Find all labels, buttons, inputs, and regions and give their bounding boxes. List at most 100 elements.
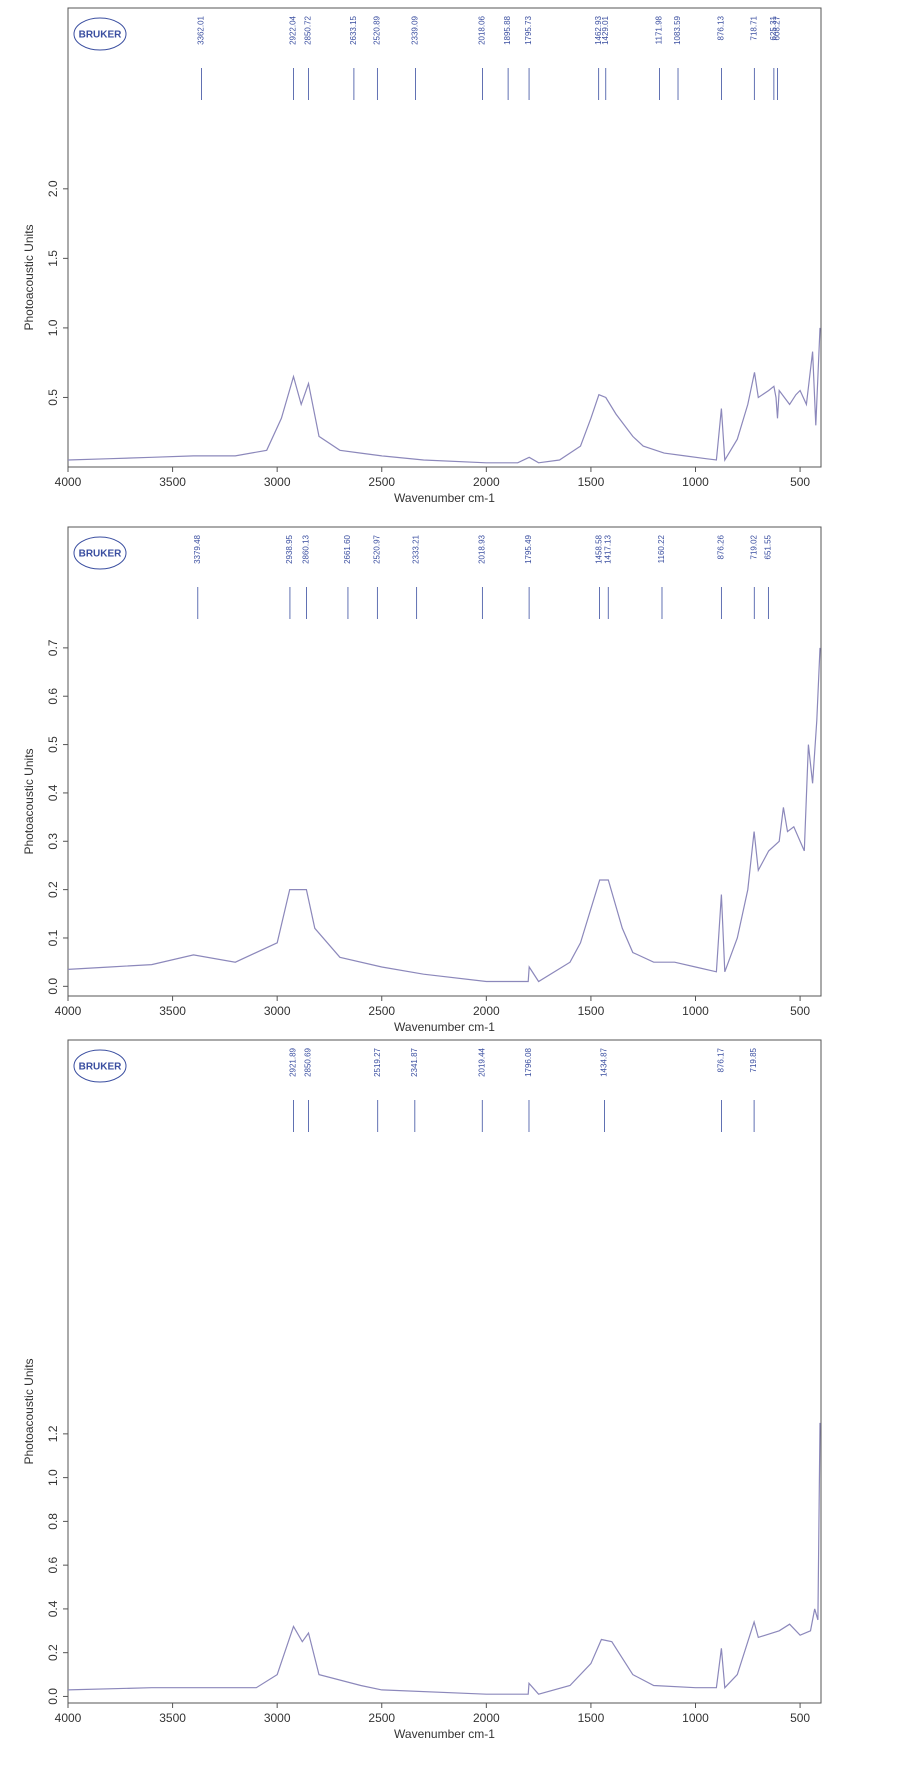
x-tick-label: 1500 [578,475,605,489]
x-tick-label: 2000 [473,475,500,489]
x-tick-label: 500 [790,475,810,489]
y-tick-label: 1.2 [46,1425,60,1442]
x-tick-label: 1500 [578,1711,605,1725]
peak-label: 2661.60 [343,534,352,563]
peak-label: 1417.13 [603,534,612,563]
peak-label: 1795.73 [524,15,533,44]
peak-label: 1796.08 [524,1047,533,1076]
peak-label: 719.02 [749,534,758,559]
peak-label: 2341.87 [410,1047,419,1076]
x-tick-label: 500 [790,1004,810,1018]
peak-label: 2019.44 [477,1047,486,1076]
x-tick-label: 2000 [473,1711,500,1725]
x-tick-label: 2500 [368,475,395,489]
plot-frame [67,1039,822,1704]
peak-label: 2922.04 [289,15,298,44]
x-tick-label: 1000 [682,1004,709,1018]
spectrum [67,1422,821,1695]
spectrum [67,647,821,983]
x-tick-label: 4000 [55,1004,82,1018]
y-tick-label: 0.7 [46,639,60,656]
logo-mark [73,1049,127,1083]
peak-label: 1895.88 [503,15,512,44]
peak-label: 1429.01 [601,15,610,44]
peak-label: 876.26 [716,534,725,559]
y-tick-label: 0.0 [46,978,60,995]
peak-label: 2850.69 [304,1047,313,1076]
plot-frame [67,7,822,468]
peak-label: 2850.72 [304,15,313,44]
y-axis-title: Photoacoustic Units [22,224,36,330]
x-tick-label: 1500 [578,1004,605,1018]
x-tick-label: 3500 [159,1004,186,1018]
peak-label: 625.31 [769,15,778,40]
peak-label: 3379.48 [193,534,202,563]
y-tick-label: 1.5 [46,250,60,267]
x-tick-label: 500 [790,1711,810,1725]
y-tick-label: 0.2 [46,1644,60,1661]
x-tick-label: 3500 [159,475,186,489]
y-tick-label: 0.6 [46,688,60,705]
peak-label: 718.71 [749,15,758,40]
peak-label: 719.85 [749,1047,758,1072]
peak-label: 2633.15 [349,15,358,44]
peak-label: 1434.87 [600,1047,609,1076]
peak-label: 2520.97 [372,534,381,563]
spectrum-panel: BRUKER 4000 3500 3000 2500 2000 1500 1000 500 0.5… [22,7,822,505]
x-axis-title: Wavenumber cm-1 [394,491,495,505]
peak-label: 876.17 [717,1047,726,1072]
peak-label: 608.27 [773,15,782,40]
peak-label: 2860.13 [302,534,311,563]
y-tick-label: 0.6 [46,1556,60,1573]
x-tick-label: 1000 [682,475,709,489]
x-tick-label: 2000 [473,1004,500,1018]
peak-label: 876.13 [717,15,726,40]
peak-label: 2520.89 [372,15,381,44]
x-tick-label: 3000 [264,1004,291,1018]
logo-mark [73,17,127,51]
spectrum-panel: BRUKER 4000 3500 3000 2500 2000 1500 1000 500 0.0… [22,1039,822,1741]
peak-label: 1795.49 [524,534,533,563]
y-tick-label: 0.2 [46,881,60,898]
y-tick-label: 0.5 [46,736,60,753]
x-tick-label: 3000 [264,475,291,489]
y-tick-label: 0.3 [46,833,60,850]
peak-label: 3362.01 [197,15,206,44]
y-tick-label: 0.1 [46,929,60,946]
spectrum [67,327,821,464]
logo: BRUKER [79,549,123,560]
peak-label: 1083.59 [673,15,682,44]
x-axis-title: Wavenumber cm-1 [394,1727,495,1741]
peak-label: 1458.58 [595,534,604,563]
x-tick-label: 2500 [368,1004,395,1018]
logo-mark [73,536,127,570]
y-tick-label: 1.0 [46,1469,60,1486]
peak-label: 1462.93 [594,15,603,44]
x-axis-title: Wavenumber cm-1 [394,1020,495,1034]
peak-label: 2519.27 [373,1047,382,1076]
x-tick-label: 4000 [55,475,82,489]
y-axis-title: Photoacoustic Units [22,748,36,854]
peak-label: 2938.95 [285,534,294,563]
y-tick-label: 0.0 [46,1688,60,1705]
y-tick-label: 0.4 [46,784,60,801]
spectrum-panel: BRUKER 4000 3500 3000 2500 2000 1500 1000 500 0.0… [22,526,822,1034]
logo: BRUKER [79,1062,123,1073]
peak-label: 2339.09 [411,15,420,44]
peak-label: 2921.89 [289,1047,298,1076]
peak-label: 651.55 [763,534,772,559]
peak-label: 2333.21 [412,534,421,563]
peak-label: 1160.22 [657,534,666,563]
x-tick-label: 3500 [159,1711,186,1725]
x-tick-label: 3000 [264,1711,291,1725]
y-tick-label: 0.5 [46,389,60,406]
x-tick-label: 4000 [55,1711,82,1725]
peak-label: 2018.06 [478,15,487,44]
y-tick-label: 0.4 [46,1600,60,1617]
x-tick-label: 1000 [682,1711,709,1725]
y-tick-label: 1.0 [46,319,60,336]
y-tick-label: 2.0 [46,180,60,197]
y-tick-label: 0.8 [46,1513,60,1530]
y-axis-title: Photoacoustic Units [22,1358,36,1464]
